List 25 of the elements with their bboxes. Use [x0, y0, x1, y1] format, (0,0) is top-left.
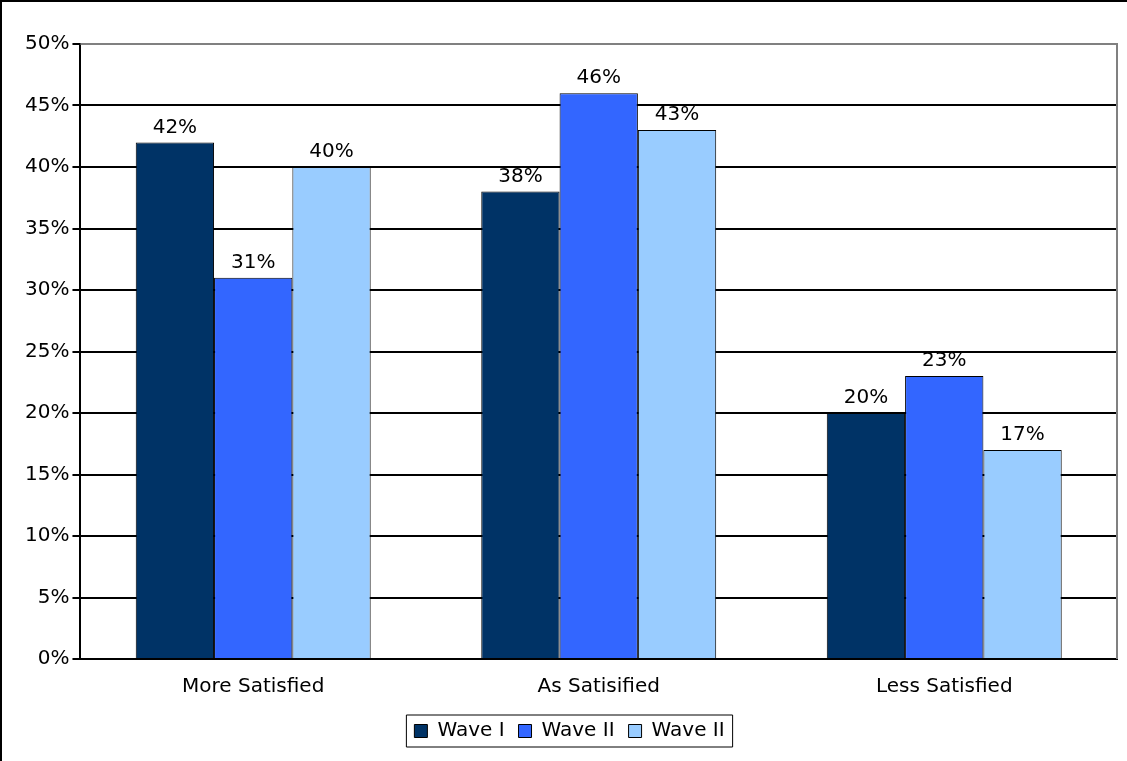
y-tick-label: 45% — [25, 91, 70, 116]
y-tick-label: 25% — [25, 337, 70, 362]
x-tick-label: As Satisified — [537, 673, 660, 698]
x-tick-label: Less Satisfied — [875, 673, 1013, 698]
data-label: 31% — [230, 248, 276, 273]
data-label: 20% — [843, 384, 889, 409]
data-label: 46% — [576, 64, 621, 89]
y-tick-label: 30% — [25, 276, 70, 301]
y-tick-label: 40% — [25, 153, 70, 178]
y-tick-label: 50% — [25, 30, 70, 55]
y-tick-label: 35% — [25, 214, 70, 239]
data-label: 43% — [654, 101, 700, 126]
data-label: 38% — [498, 162, 543, 187]
legend-label: Wave II — [651, 717, 725, 742]
y-tick-label: 20% — [25, 399, 70, 424]
legend-label: Wave I — [437, 717, 505, 742]
data-label: 42% — [152, 113, 198, 138]
y-tick-label: 0% — [37, 645, 70, 670]
legend-label: Wave II — [541, 717, 615, 742]
y-tick-label: 5% — [37, 583, 70, 608]
data-label: 17% — [1000, 421, 1045, 446]
y-tick-label: 10% — [25, 522, 70, 547]
data-label: 40% — [309, 138, 354, 163]
x-tick-label: More Satisfied — [182, 673, 325, 698]
y-tick-label: 15% — [25, 460, 70, 485]
